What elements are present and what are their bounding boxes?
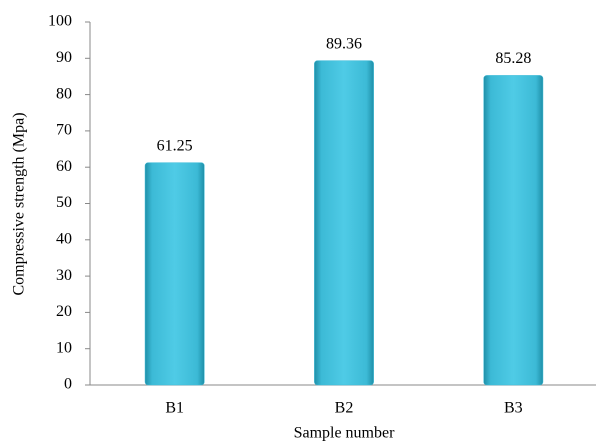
y-tick-label: 90 — [56, 49, 72, 66]
data-label: 61.25 — [157, 137, 193, 154]
data-label: 89.36 — [326, 35, 362, 52]
x-axis-title: Sample number — [294, 425, 396, 442]
y-tick-label: 60 — [56, 158, 72, 175]
bar — [144, 162, 205, 386]
bar — [314, 60, 374, 386]
y-tick-label: 70 — [56, 122, 72, 139]
x-tick-label: B2 — [335, 400, 354, 417]
bar — [483, 75, 544, 386]
x-tick-label: B3 — [504, 400, 523, 417]
data-label: 85.28 — [495, 50, 531, 67]
y-tick-label: 100 — [48, 13, 72, 30]
y-tick-label: 30 — [56, 267, 72, 284]
y-axis-title: Compressive strength (Mpa) — [11, 112, 28, 295]
y-tick-label: 10 — [56, 339, 72, 356]
y-tick-label: 40 — [56, 230, 72, 247]
y-tick-label: 0 — [64, 376, 72, 393]
x-tick-label: B1 — [165, 400, 184, 417]
y-tick-label: 50 — [56, 194, 72, 211]
y-tick-label: 80 — [56, 85, 72, 102]
y-tick-label: 20 — [56, 303, 72, 320]
